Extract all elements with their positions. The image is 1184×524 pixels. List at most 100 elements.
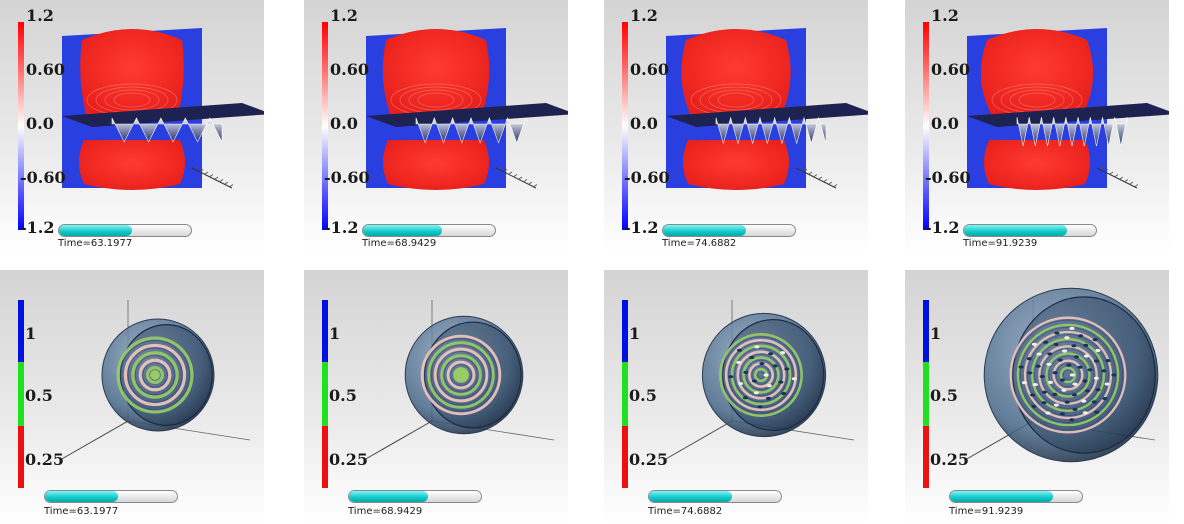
- progress-fill: [663, 225, 747, 236]
- interface-blob: [1054, 331, 1060, 335]
- time-label: Time=91.9239: [949, 506, 1024, 517]
- contour-ring: [433, 347, 489, 403]
- interface-blob: [1059, 412, 1066, 416]
- interface-blob: [768, 352, 774, 356]
- progress-fill: [349, 491, 429, 502]
- lower-red-region: [79, 140, 185, 190]
- time-progress-bar: [963, 224, 1097, 237]
- contour-ring: [420, 334, 502, 416]
- contour-ring: [719, 333, 803, 417]
- colorbar-tick-label: 0.60: [330, 60, 369, 79]
- colorbar-tick-label: 0.5: [329, 386, 357, 405]
- progress-fill: [45, 491, 118, 502]
- colorbar-tick-label: 0.5: [930, 386, 958, 405]
- interface-blob: [1053, 342, 1059, 346]
- colorbar-tick-label: 0.0: [630, 114, 658, 133]
- colorbar-tick-label: 0.5: [25, 386, 53, 405]
- contour-ring: [736, 350, 786, 400]
- interface-blob: [751, 379, 758, 383]
- lower-red-region: [984, 140, 1090, 190]
- axis-line: [663, 420, 733, 461]
- time-progress-bar: [362, 224, 496, 237]
- colorbar-tick-label: -1.2: [20, 218, 55, 237]
- progress-fill: [59, 225, 132, 236]
- interface-surface: [111, 117, 223, 143]
- interface-surface: [715, 116, 827, 145]
- slice-panel-4: 1.2 0.60 0.0 -0.60 -1.2 Time=91.9239: [905, 0, 1169, 254]
- interface-blob: [781, 391, 787, 396]
- contour-ring: [1009, 316, 1127, 434]
- interface-blob: [1071, 393, 1078, 397]
- contour-ring: [1023, 330, 1113, 420]
- sphere-panel-3: 1 0.5 0.25 Time=74.6882: [604, 270, 868, 524]
- interface-blob: [1084, 389, 1090, 393]
- colorbar-segment: [622, 362, 628, 426]
- interface-blob: [1087, 368, 1093, 372]
- progress-fill: [964, 225, 1067, 236]
- interface-blob: [1046, 362, 1052, 366]
- time-label: Time=68.9429: [348, 506, 423, 517]
- interface-blob: [1047, 352, 1053, 356]
- colorbar-tick-label: 1: [930, 324, 942, 343]
- sphere-render: [663, 300, 855, 461]
- interface-blob: [1083, 354, 1090, 358]
- upper-red-region: [980, 29, 1094, 114]
- interface-blob: [1073, 355, 1079, 359]
- interface-blob: [780, 351, 786, 355]
- colorbar: [322, 22, 328, 230]
- interface-blob: [1026, 357, 1032, 361]
- colorbar-tick-label: -1.2: [925, 218, 960, 237]
- colorbar-segment: [18, 362, 24, 426]
- interface-blob: [1035, 364, 1041, 368]
- colorbar-segment: [622, 300, 628, 362]
- colorbar-segment: [923, 362, 929, 426]
- sphere-panel-4: 1 0.5 0.25 Time=91.9239: [905, 270, 1169, 524]
- axis-line: [1096, 167, 1138, 189]
- interface-blob: [791, 377, 797, 381]
- colorbar-segment: [18, 426, 24, 488]
- time-label: Time=68.9429: [362, 238, 437, 249]
- interface-blob: [1018, 365, 1024, 369]
- interface-blob: [1082, 379, 1088, 383]
- time-label: Time=74.6882: [648, 506, 723, 517]
- colorbar-tick-label: 0.25: [329, 450, 368, 469]
- contour-ring: [427, 341, 495, 409]
- lower-red-region: [683, 140, 789, 190]
- interface-blob: [1094, 410, 1100, 414]
- colorbar-tick-label: -1.2: [324, 218, 359, 237]
- slice-panel-1: 1.2 0.60 0.0 -0.60 -1.2 Time=63.1977: [0, 0, 264, 254]
- core-blob: [454, 368, 468, 382]
- interface-blob: [1082, 411, 1088, 415]
- time-progress-bar: [662, 224, 796, 237]
- interface-blob: [1061, 388, 1067, 392]
- colorbar-tick-label: 0.25: [25, 450, 64, 469]
- interface-blob: [754, 345, 760, 349]
- interface-blob: [1104, 382, 1110, 386]
- colorbar-segment: [622, 426, 628, 488]
- interface-blob: [728, 375, 734, 379]
- interface-blob: [1032, 383, 1038, 387]
- interface-blob: [1030, 393, 1036, 397]
- axis-line: [495, 167, 537, 189]
- interface-blob: [1061, 349, 1068, 353]
- contour-ring: [724, 338, 798, 412]
- lower-red-region: [383, 140, 489, 190]
- contour-ring: [123, 343, 187, 407]
- interface-blob: [742, 396, 749, 400]
- interface-blob: [1031, 342, 1038, 346]
- contour-ring: [131, 351, 179, 399]
- contour-ring: [1059, 366, 1077, 384]
- colorbar-tick-label: -0.60: [624, 168, 670, 187]
- time-progress-bar: [44, 490, 178, 503]
- interface-blob: [743, 370, 749, 374]
- progress-fill: [649, 491, 733, 502]
- interface-blob: [784, 367, 790, 371]
- slice-panel-3: 1.2 0.60 0.0 -0.60 -1.2 Time=74.6882: [604, 0, 868, 254]
- colorbar-segment: [322, 300, 328, 362]
- interface-blob: [1095, 388, 1101, 392]
- colorbar-tick-label: 0.25: [930, 450, 969, 469]
- interface-blob: [1072, 407, 1078, 412]
- sphere-panel-2: 1 0.5 0.25 Time=68.9429: [304, 270, 568, 524]
- colorbar-tick-label: 0.5: [629, 386, 657, 405]
- interface-blob: [772, 364, 778, 368]
